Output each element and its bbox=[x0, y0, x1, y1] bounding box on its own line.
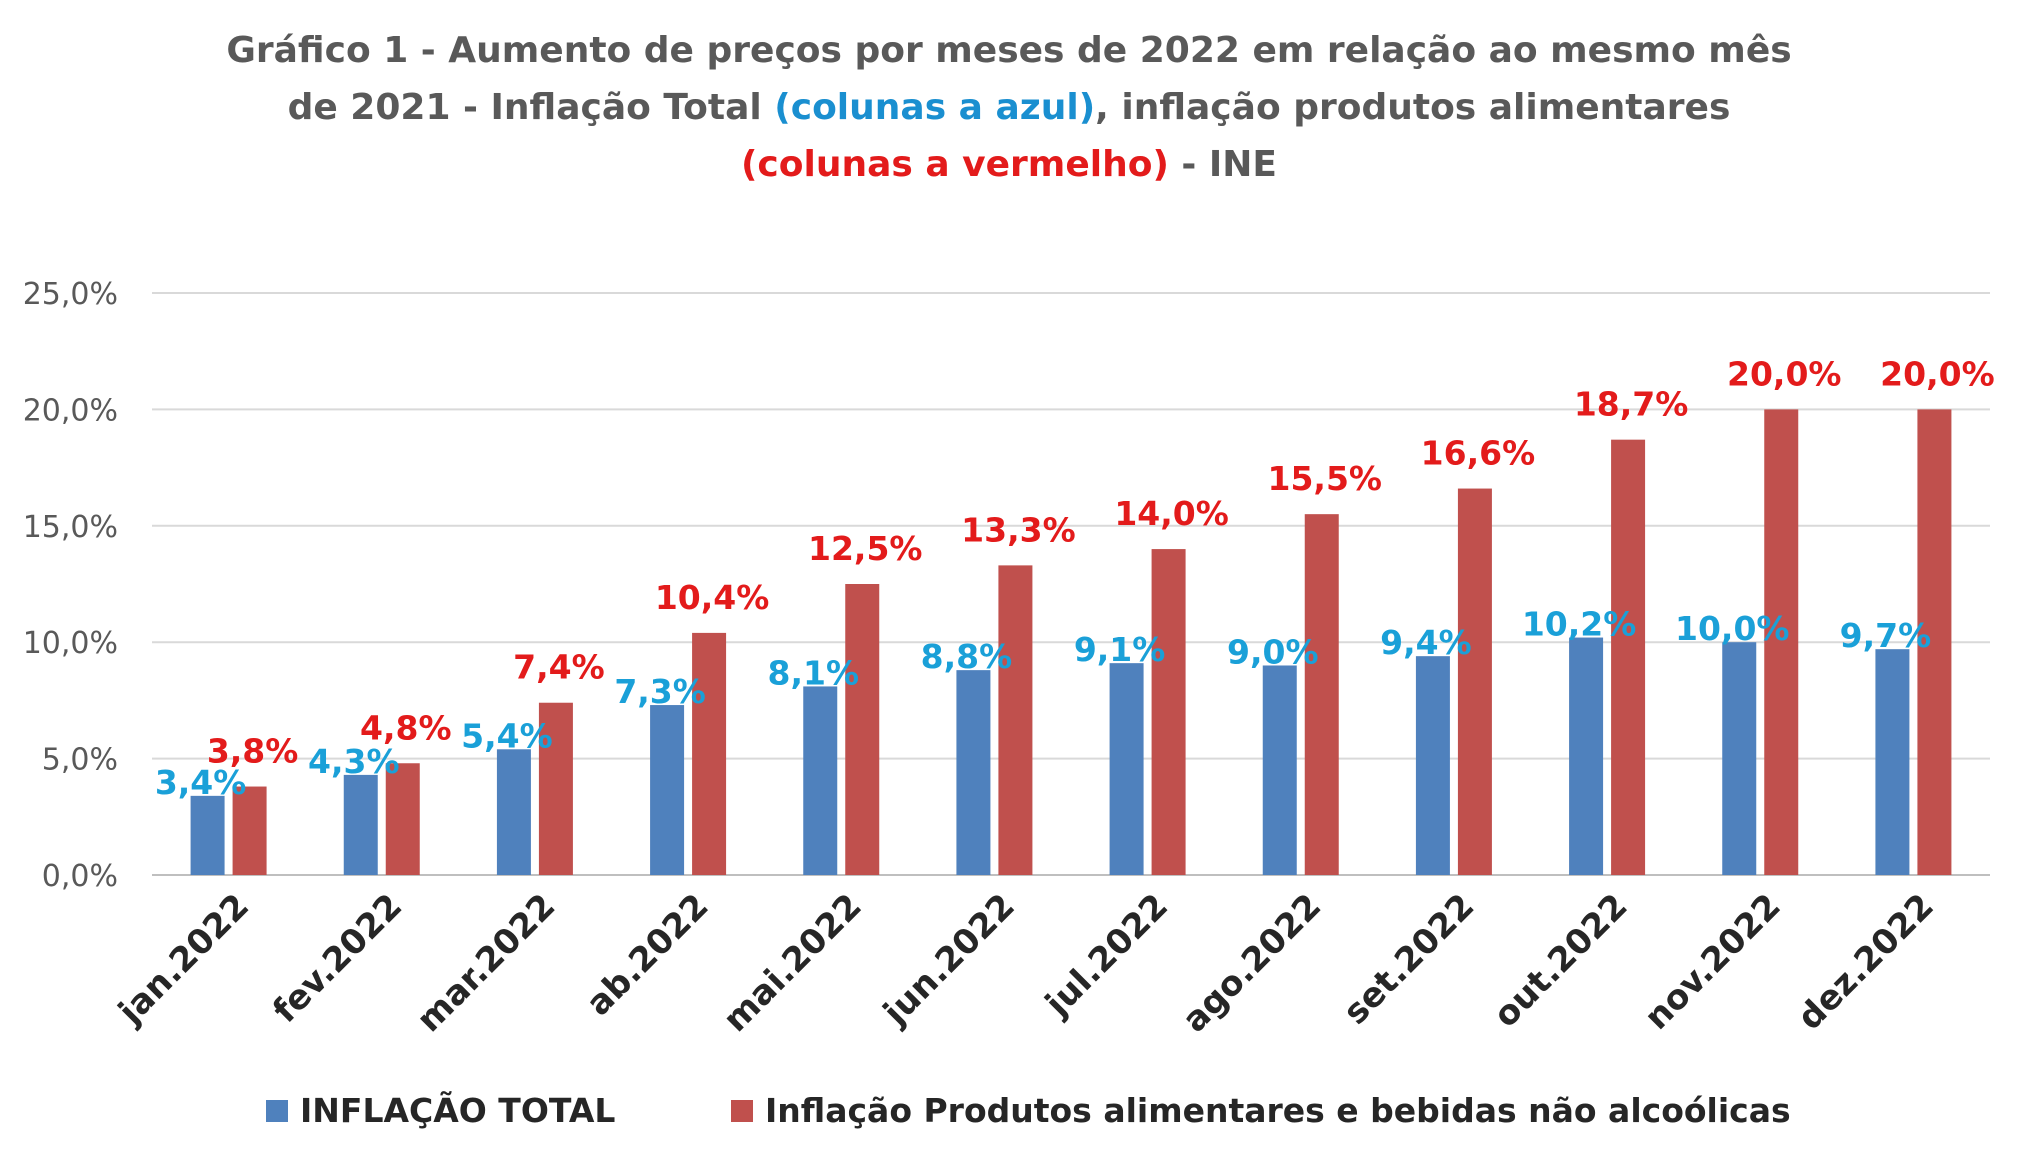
data-label-inflacao-alimentares: 20,0% bbox=[1880, 354, 1995, 393]
title-line-3: (colunas a vermelho) - INE bbox=[0, 136, 2018, 193]
bar-inflacao-alimentares bbox=[1611, 439, 1646, 875]
x-tick-label: dez.2022 bbox=[1790, 886, 1942, 1038]
title-line-2-text: de 2021 - Inflação Total bbox=[287, 87, 775, 128]
x-tick-label: set.2022 bbox=[1336, 886, 1482, 1032]
data-label-inflacao-alimentares: 14,0% bbox=[1114, 494, 1229, 533]
bar-inflacao-total bbox=[1875, 649, 1910, 875]
x-tick-label: jan.2022 bbox=[110, 886, 257, 1033]
x-tick-label: mar.2022 bbox=[409, 886, 563, 1040]
bar-inflacao-alimentares bbox=[1151, 549, 1186, 875]
y-tick-label: 0,0% bbox=[42, 859, 118, 894]
y-tick-label: 15,0% bbox=[23, 510, 118, 545]
x-axis-ticks: jan.2022 fev.2022 mar.2022 ab.2022 mai.2022 j… bbox=[110, 886, 1942, 1040]
bar-inflacao-total bbox=[956, 670, 991, 875]
x-tick-label: fev.2022 bbox=[265, 886, 410, 1031]
legend-swatch-inflacao-alimentares bbox=[731, 1100, 753, 1122]
bar-inflacao-total bbox=[803, 686, 838, 875]
title-line-3-red: (colunas a vermelho) bbox=[740, 144, 1169, 185]
legend-swatch-inflacao-total bbox=[266, 1100, 288, 1122]
x-tick-label: nov.2022 bbox=[1637, 886, 1789, 1038]
bar-inflacao-alimentares bbox=[538, 702, 573, 875]
data-label-inflacao-total: 9,1% bbox=[1074, 630, 1166, 669]
bars bbox=[190, 409, 1952, 875]
data-label-inflacao-alimentares: 20,0% bbox=[1727, 354, 1842, 393]
chart-title: Gráfico 1 - Aumento de preços por meses … bbox=[0, 22, 2018, 193]
data-label-inflacao-total: 4,3% bbox=[308, 742, 400, 781]
bar-inflacao-alimentares bbox=[1457, 488, 1492, 875]
title-line-3-post: - INE bbox=[1168, 144, 1278, 185]
x-tick-label: out.2022 bbox=[1486, 886, 1635, 1035]
bar-inflacao-total bbox=[343, 774, 378, 875]
data-label-inflacao-total: 8,8% bbox=[921, 637, 1013, 676]
bar-inflacao-total bbox=[1722, 642, 1757, 875]
data-label-inflacao-total: 9,0% bbox=[1227, 632, 1319, 671]
data-label-inflacao-total: 9,4% bbox=[1380, 623, 1472, 662]
x-tick-label: ago.2022 bbox=[1175, 886, 1329, 1040]
y-axis-ticks: 0,0% 5,0% 10,0% 15,0% 20,0% 25,0% bbox=[23, 277, 118, 894]
bar-inflacao-total bbox=[1262, 665, 1297, 875]
data-label-inflacao-total: 5,4% bbox=[461, 716, 553, 755]
bar-inflacao-alimentares bbox=[692, 632, 727, 875]
data-label-inflacao-total: 8,1% bbox=[767, 653, 859, 692]
data-label-inflacao-alimentares: 18,7% bbox=[1574, 385, 1689, 424]
data-label-inflacao-total: 3,4% bbox=[155, 763, 247, 802]
gridlines bbox=[152, 292, 1990, 876]
data-label-inflacao-alimentares: 7,4% bbox=[513, 648, 605, 687]
data-label-inflacao-alimentares: 13,3% bbox=[961, 510, 1076, 549]
title-line-2-blue: (colunas a azul) bbox=[774, 87, 1096, 128]
bar-inflacao-alimentares bbox=[232, 786, 267, 875]
y-tick-label: 5,0% bbox=[42, 743, 118, 778]
x-tick-label: mai.2022 bbox=[716, 886, 870, 1040]
data-labels: 3,4%3,8% 4,3%4,8% 5,4% 7,4%7,3% 10,4% 8,1% 12,… bbox=[155, 354, 1995, 801]
data-label-inflacao-total: 10,0% bbox=[1675, 609, 1790, 648]
bar-inflacao-total bbox=[1415, 656, 1450, 875]
bar-inflacao-alimentares bbox=[1764, 409, 1799, 875]
bar-inflacao-total bbox=[1569, 637, 1604, 875]
bar-inflacao-total bbox=[1109, 663, 1144, 875]
y-tick-label: 25,0% bbox=[23, 277, 118, 312]
bar-inflacao-alimentares bbox=[385, 763, 420, 875]
x-tick-label: jun.2022 bbox=[875, 886, 1023, 1034]
title-line-2: de 2021 - Inflação Total (colunas a azul… bbox=[0, 79, 2018, 136]
legend: INFLAÇÃO TOTAL Inflação Produtos aliment… bbox=[266, 1090, 1791, 1130]
data-label-inflacao-alimentares: 16,6% bbox=[1421, 434, 1536, 473]
bar-inflacao-alimentares bbox=[998, 565, 1033, 875]
data-label-inflacao-total: 9,7% bbox=[1840, 616, 1932, 655]
y-tick-label: 10,0% bbox=[23, 626, 118, 661]
legend-label-inflacao-alimentares: Inflação Produtos alimentares e bebidas … bbox=[765, 1091, 1791, 1130]
x-tick-label: jul.2022 bbox=[1037, 886, 1176, 1025]
title-line-2-post: , inflação produtos alimentares bbox=[1095, 87, 1731, 128]
data-label-inflacao-total: 7,3% bbox=[614, 672, 706, 711]
data-label-inflacao-alimentares: 15,5% bbox=[1268, 459, 1383, 498]
bar-inflacao-total bbox=[650, 705, 685, 875]
data-label-inflacao-alimentares: 4,8% bbox=[360, 708, 452, 747]
bar-inflacao-alimentares bbox=[845, 584, 880, 875]
bar-inflacao-alimentares bbox=[1304, 514, 1339, 875]
bar-inflacao-total bbox=[496, 749, 531, 875]
data-label-inflacao-total: 10,2% bbox=[1522, 605, 1637, 644]
legend-label-inflacao-total: INFLAÇÃO TOTAL bbox=[300, 1090, 615, 1130]
x-tick-label: ab.2022 bbox=[579, 886, 717, 1024]
y-tick-label: 20,0% bbox=[23, 393, 118, 428]
bar-inflacao-alimentares bbox=[1917, 409, 1952, 875]
data-label-inflacao-alimentares: 3,8% bbox=[207, 732, 299, 771]
bar-inflacao-total bbox=[190, 795, 225, 875]
data-label-inflacao-alimentares: 12,5% bbox=[808, 529, 923, 568]
title-line-1: Gráfico 1 - Aumento de preços por meses … bbox=[226, 30, 1792, 71]
data-label-inflacao-alimentares: 10,4% bbox=[655, 578, 770, 617]
